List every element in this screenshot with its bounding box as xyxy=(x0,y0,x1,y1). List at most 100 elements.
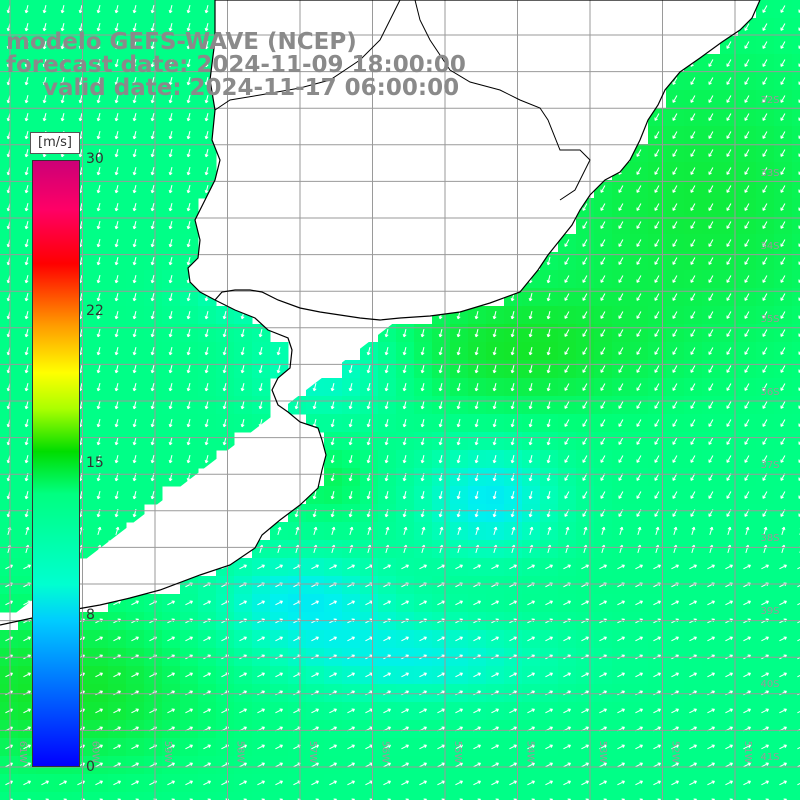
wind-arrow xyxy=(150,238,155,248)
wind-arrow xyxy=(401,600,410,606)
wind-arrow xyxy=(762,401,768,409)
wind-arrow xyxy=(762,113,768,121)
wind-arrow xyxy=(672,95,678,103)
wind-arrow xyxy=(564,365,570,373)
wind-arrow xyxy=(780,59,786,67)
wind-arrow xyxy=(240,328,245,338)
wind-arrow xyxy=(600,401,606,409)
wind-arrow xyxy=(131,762,140,768)
wind-arrow xyxy=(708,167,714,175)
wind-arrow xyxy=(96,436,101,446)
speed-cell xyxy=(792,450,800,469)
wind-arrow xyxy=(510,382,515,392)
wind-arrow xyxy=(311,564,320,570)
wind-arrow xyxy=(312,490,317,500)
wind-arrow xyxy=(384,328,389,338)
wind-arrow xyxy=(240,364,245,374)
wind-arrow xyxy=(707,672,716,678)
wind-arrow xyxy=(222,418,227,428)
wind-arrow xyxy=(150,22,155,32)
speed-cell xyxy=(702,792,721,800)
wind-arrow xyxy=(329,564,338,570)
wind-arrow xyxy=(167,780,176,786)
wind-arrow xyxy=(546,490,551,500)
wind-arrow xyxy=(96,94,101,104)
speed-cell xyxy=(792,36,800,55)
wind-arrow xyxy=(132,40,137,50)
speed-cell xyxy=(720,792,739,800)
wind-arrow xyxy=(708,401,714,409)
wind-arrow xyxy=(186,346,191,356)
wind-arrow xyxy=(653,780,662,786)
wind-arrow xyxy=(600,311,606,319)
wind-arrow xyxy=(708,131,714,139)
wind-arrow xyxy=(240,346,245,356)
speed-cell xyxy=(792,306,800,325)
speed-cell xyxy=(576,792,595,800)
wind-arrow xyxy=(24,274,29,284)
wind-arrow xyxy=(275,564,284,570)
wind-arrow xyxy=(725,564,734,570)
wind-arrow xyxy=(672,383,678,391)
wind-arrow xyxy=(275,636,284,642)
wind-arrow xyxy=(582,203,588,211)
speed-cell xyxy=(792,288,800,307)
wind-arrow xyxy=(744,365,750,373)
wind-arrow xyxy=(529,526,534,535)
wind-arrow xyxy=(546,418,551,428)
wind-arrow xyxy=(186,382,191,392)
wind-arrow xyxy=(96,346,101,356)
wind-arrow xyxy=(186,310,191,320)
wind-arrow xyxy=(168,328,173,338)
speed-cell xyxy=(36,792,55,800)
wind-arrow xyxy=(654,419,660,427)
wind-arrow xyxy=(690,383,696,391)
wind-arrow xyxy=(168,166,173,176)
wind-arrow xyxy=(42,112,47,122)
wind-arrow xyxy=(186,4,191,14)
wind-arrow xyxy=(186,400,191,410)
wind-arrow xyxy=(455,708,464,714)
wind-arrow xyxy=(347,636,356,642)
wind-arrow xyxy=(23,564,31,570)
speed-cell xyxy=(792,540,800,559)
lon-label: 58W xyxy=(235,741,246,764)
wind-arrow xyxy=(114,76,119,86)
wind-arrow xyxy=(708,203,714,211)
wind-arrow xyxy=(563,600,572,606)
wind-arrow xyxy=(636,167,642,175)
wind-arrow xyxy=(672,329,678,337)
wind-arrow xyxy=(114,310,119,320)
wind-arrow xyxy=(366,364,371,374)
wind-arrow xyxy=(204,418,209,428)
wind-arrow xyxy=(132,202,137,212)
wind-arrow xyxy=(671,780,680,786)
speed-cell xyxy=(234,792,253,800)
wind-arrow xyxy=(636,383,642,391)
wind-arrow xyxy=(708,491,714,499)
wind-arrow xyxy=(527,708,536,714)
wind-arrow xyxy=(744,59,750,67)
wind-arrow xyxy=(797,764,800,768)
wind-arrow xyxy=(726,455,732,463)
wind-arrow xyxy=(383,744,392,750)
wind-arrow xyxy=(96,328,101,338)
wind-arrow xyxy=(708,59,714,67)
wind-arrow xyxy=(204,166,209,176)
wind-arrow xyxy=(312,400,317,410)
wind-arrow xyxy=(132,22,137,32)
wind-arrow xyxy=(762,41,768,49)
wind-arrow xyxy=(672,239,678,247)
wind-arrow xyxy=(654,311,660,319)
wind-arrow xyxy=(509,708,518,714)
wind-arrow xyxy=(239,762,248,768)
wind-arrow xyxy=(114,184,119,194)
wind-arrow xyxy=(546,274,551,284)
wind-arrow xyxy=(564,293,570,301)
wind-arrow xyxy=(546,310,551,320)
wind-arrow xyxy=(653,672,662,678)
wind-arrow xyxy=(600,239,606,247)
wind-arrow xyxy=(563,564,572,570)
wind-arrow xyxy=(330,382,335,392)
